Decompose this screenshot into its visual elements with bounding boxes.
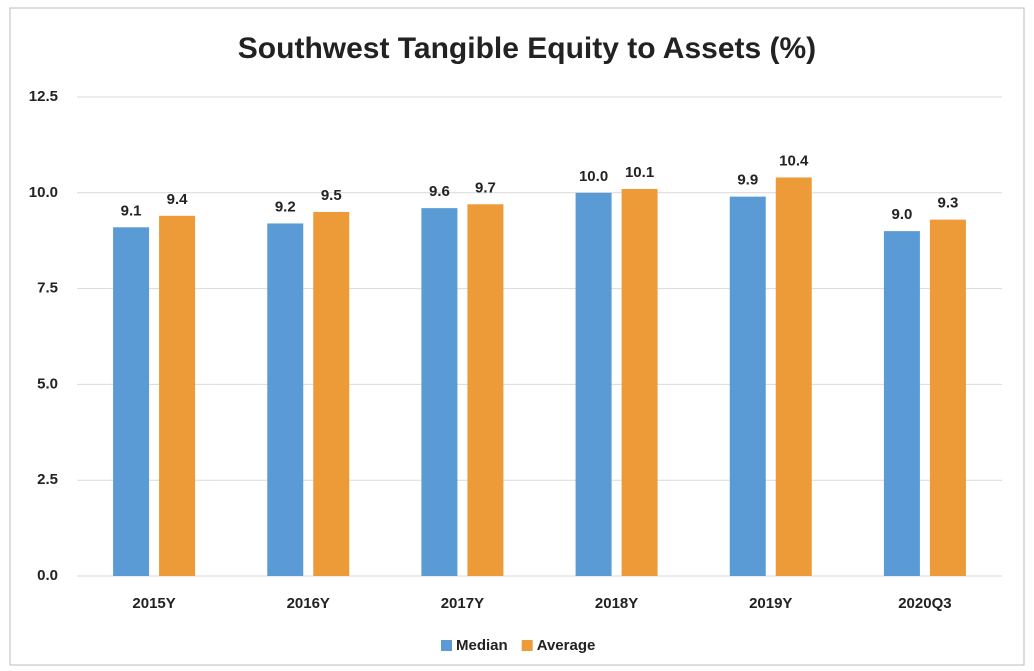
chart-title: Southwest Tangible Equity to Assets (%) bbox=[238, 32, 816, 65]
legend-label: Average bbox=[537, 637, 596, 654]
data-label: 9.3 bbox=[937, 195, 958, 212]
data-label: 9.7 bbox=[475, 179, 496, 196]
data-label: 9.4 bbox=[167, 191, 189, 208]
bar bbox=[267, 223, 304, 576]
bar bbox=[313, 211, 350, 576]
y-tick-label: 12.5 bbox=[29, 88, 58, 105]
bar bbox=[883, 231, 920, 576]
bar bbox=[729, 196, 766, 576]
y-tick-label: 2.5 bbox=[37, 471, 58, 488]
bar bbox=[421, 208, 458, 577]
y-tick-label: 5.0 bbox=[37, 375, 58, 392]
data-label: 9.5 bbox=[321, 187, 342, 204]
data-label: 10.1 bbox=[625, 164, 654, 181]
bar bbox=[775, 177, 812, 577]
bar bbox=[929, 219, 966, 576]
legend-swatch bbox=[441, 640, 452, 651]
x-tick-label: 2016Y bbox=[287, 595, 330, 612]
data-label: 9.0 bbox=[891, 206, 912, 223]
x-tick-label: 2020Q3 bbox=[898, 595, 951, 612]
x-tick-label: 2019Y bbox=[749, 595, 792, 612]
data-label: 10.4 bbox=[779, 152, 809, 169]
data-label: 9.6 bbox=[429, 183, 450, 200]
bar bbox=[621, 188, 658, 576]
data-label: 9.2 bbox=[275, 198, 296, 215]
bar bbox=[575, 192, 612, 577]
legend-label: Median bbox=[456, 637, 508, 654]
y-tick-label: 10.0 bbox=[29, 184, 58, 201]
data-label: 9.1 bbox=[121, 202, 142, 219]
legend-swatch bbox=[521, 640, 533, 651]
x-tick-label: 2015Y bbox=[132, 595, 175, 612]
y-tick-label: 7.5 bbox=[37, 280, 58, 297]
data-label: 10.0 bbox=[579, 168, 608, 185]
bar bbox=[159, 215, 196, 577]
y-tick-label: 0.0 bbox=[37, 567, 58, 584]
data-label: 9.9 bbox=[737, 172, 758, 189]
x-tick-label: 2018Y bbox=[595, 595, 638, 612]
x-tick-label: 2017Y bbox=[441, 595, 484, 612]
bar bbox=[467, 204, 504, 576]
bar bbox=[113, 227, 150, 576]
